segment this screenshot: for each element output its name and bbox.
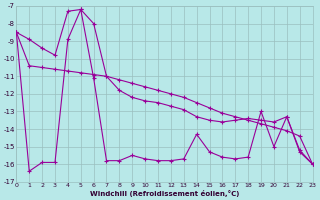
X-axis label: Windchill (Refroidissement éolien,°C): Windchill (Refroidissement éolien,°C) [90,190,239,197]
